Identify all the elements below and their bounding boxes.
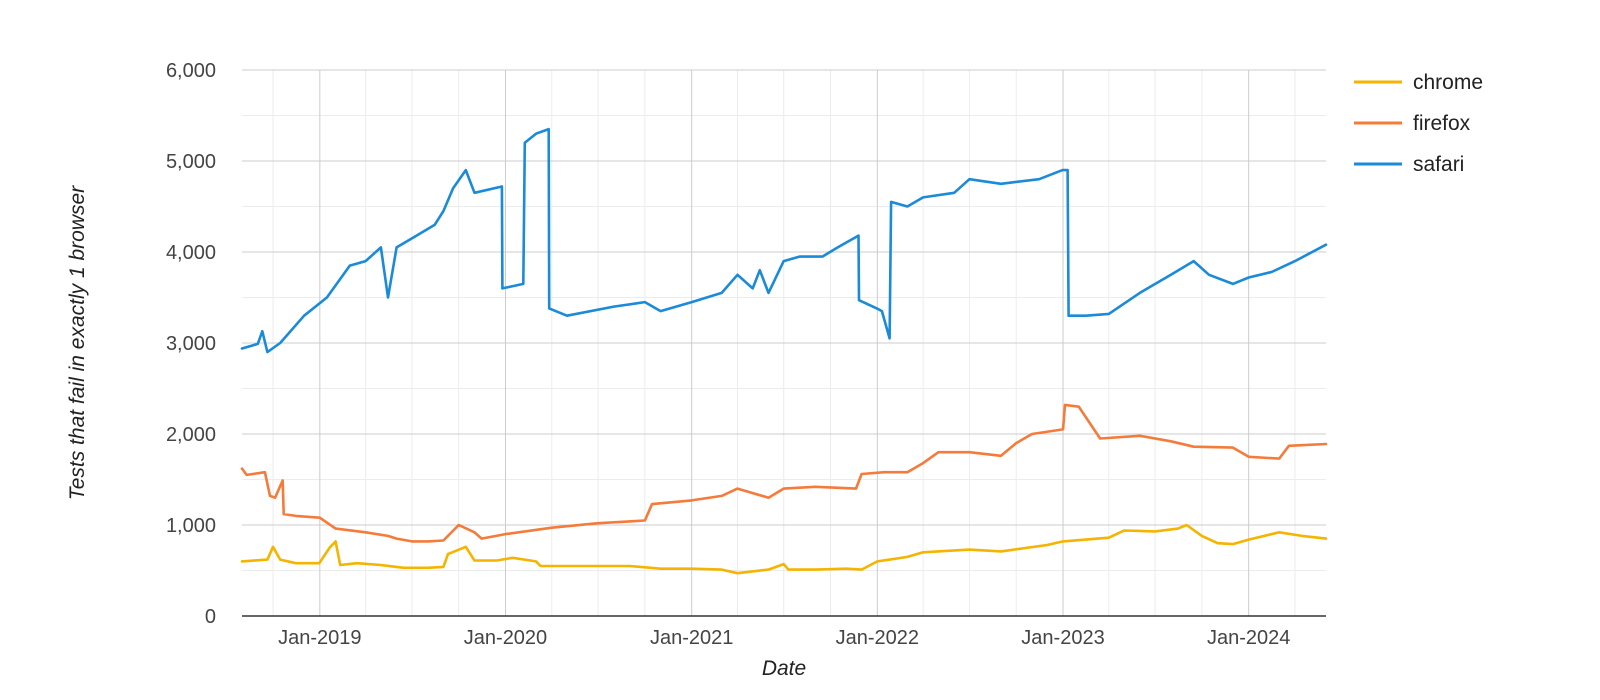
y-tick-label: 6,000: [166, 60, 216, 82]
x-axis-ticks: Jan-2019 Jan-2020 Jan-2021 Jan-2022 Jan-2023…: [278, 627, 1290, 649]
y-tick-label: 4,000: [166, 242, 216, 264]
y-tick-label: 1,000: [166, 515, 216, 537]
y-tick-label: 2,000: [166, 424, 216, 446]
series-line-safari: [240, 127, 1328, 354]
y-tick-label: 5,000: [166, 151, 216, 173]
x-tick-label: Jan-2022: [836, 627, 919, 649]
x-tick-label: Jan-2024: [1207, 627, 1290, 649]
legend-label-safari: safari: [1413, 153, 1464, 176]
x-tick-label: Jan-2023: [1021, 627, 1104, 649]
x-tick-label: Jan-2019: [278, 627, 361, 649]
series-line-firefox: [240, 403, 1328, 543]
legend-label-firefox: firefox: [1413, 112, 1471, 135]
x-tick-label: Jan-2021: [650, 627, 733, 649]
x-tick-label: Jan-2020: [464, 627, 547, 649]
series-line-chrome: [240, 523, 1328, 575]
legend-label-chrome: chrome: [1413, 71, 1483, 94]
y-axis-title: Tests that fail in exactly 1 browser: [66, 185, 89, 500]
series-lines: [240, 127, 1328, 575]
x-axis-title: Date: [762, 657, 806, 680]
legend: chrome firefox safari: [1354, 71, 1483, 176]
y-tick-label: 0: [205, 606, 216, 628]
y-axis-ticks: 0 1,000 2,000 3,000 4,000 5,000 6,000: [166, 60, 216, 628]
y-tick-label: 3,000: [166, 333, 216, 355]
major-gridlines: [242, 69, 1326, 616]
